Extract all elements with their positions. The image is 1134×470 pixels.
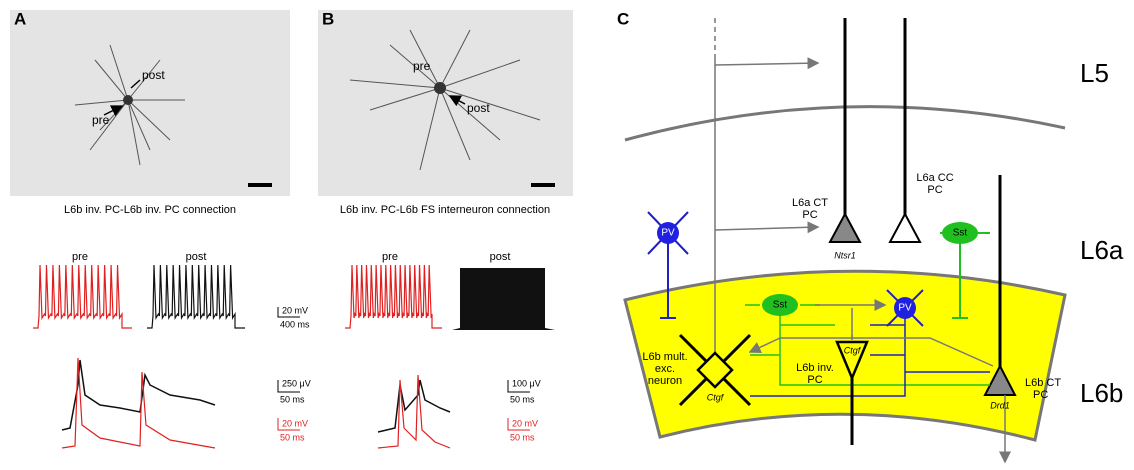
scale-label: 50 ms — [280, 394, 305, 404]
photo-label: pre — [413, 59, 431, 73]
marker-label: Ntsr1 — [834, 250, 856, 260]
panel-letter: B — [322, 9, 334, 28]
node-label: L6a CC — [916, 172, 953, 184]
scale-label: 250 μV — [282, 378, 311, 388]
scale-label: 50 ms — [510, 432, 535, 442]
trace-label: pre — [72, 251, 88, 263]
trace-label: post — [490, 251, 511, 263]
trace-label: pre — [382, 251, 398, 263]
layer-label: L5 — [1080, 58, 1109, 88]
scale-label: 50 ms — [280, 432, 305, 442]
layer-label: L6b — [1080, 378, 1123, 408]
node-label: PV — [661, 228, 675, 239]
photo-label: post — [142, 68, 165, 82]
node-label: L6b inv. — [796, 362, 834, 374]
node-label: exc. — [655, 363, 675, 375]
scale-label: 20 mV — [512, 418, 538, 428]
trace-post — [452, 268, 555, 330]
node-label: neuron — [648, 375, 682, 387]
scale-label: 100 μV — [512, 378, 541, 388]
photo-b: B pre post — [318, 9, 573, 196]
caption: L6b inv. PC-L6b FS interneuron connectio… — [340, 204, 550, 216]
layer-label: L6a — [1080, 235, 1124, 265]
marker-label: Ctgf — [707, 392, 725, 402]
node-label: PC — [807, 374, 822, 386]
marker-label: Ctgf — [844, 345, 862, 355]
trace-pre — [345, 265, 442, 328]
panel-letter: A — [14, 9, 26, 28]
diagram: C L5 L6a L6b L6a CT PC Ntsr1 L6a CC PC P… — [617, 9, 1124, 462]
node-label: L6a CT — [792, 197, 828, 209]
trace-label: post — [186, 251, 207, 263]
figure: A post pre L6b inv. PC-L6b inv. PC conne… — [0, 0, 1134, 470]
photo-a: A post pre — [10, 9, 290, 196]
trace-post — [62, 360, 215, 430]
photo-label: post — [467, 101, 490, 115]
scale-label: 50 ms — [510, 394, 535, 404]
trace-pre — [62, 358, 215, 448]
caption: L6b inv. PC-L6b inv. PC connection — [64, 204, 236, 216]
photo-label: pre — [92, 113, 110, 127]
node-label: PC — [802, 209, 817, 221]
node-label: PC — [1033, 389, 1048, 401]
node-label: PC — [927, 184, 942, 196]
scale-label: 20 mV — [282, 418, 308, 428]
node-label: Sst — [773, 300, 788, 311]
page: A post pre L6b inv. PC-L6b inv. PC conne… — [0, 0, 1134, 470]
scale-label: 400 ms — [280, 319, 310, 329]
scale-label: 20 mV — [282, 305, 308, 315]
node-label: L6b mult. — [642, 351, 687, 363]
trace-pre — [33, 265, 132, 328]
node-label: L6b CT — [1025, 377, 1061, 389]
panel-letter: C — [617, 9, 629, 28]
node-label: PV — [898, 303, 912, 314]
node-label: Sst — [953, 228, 968, 239]
trace-pre — [378, 375, 450, 448]
trace-post — [378, 380, 450, 432]
marker-label: Drd1 — [990, 400, 1010, 410]
trace-post — [147, 265, 245, 328]
